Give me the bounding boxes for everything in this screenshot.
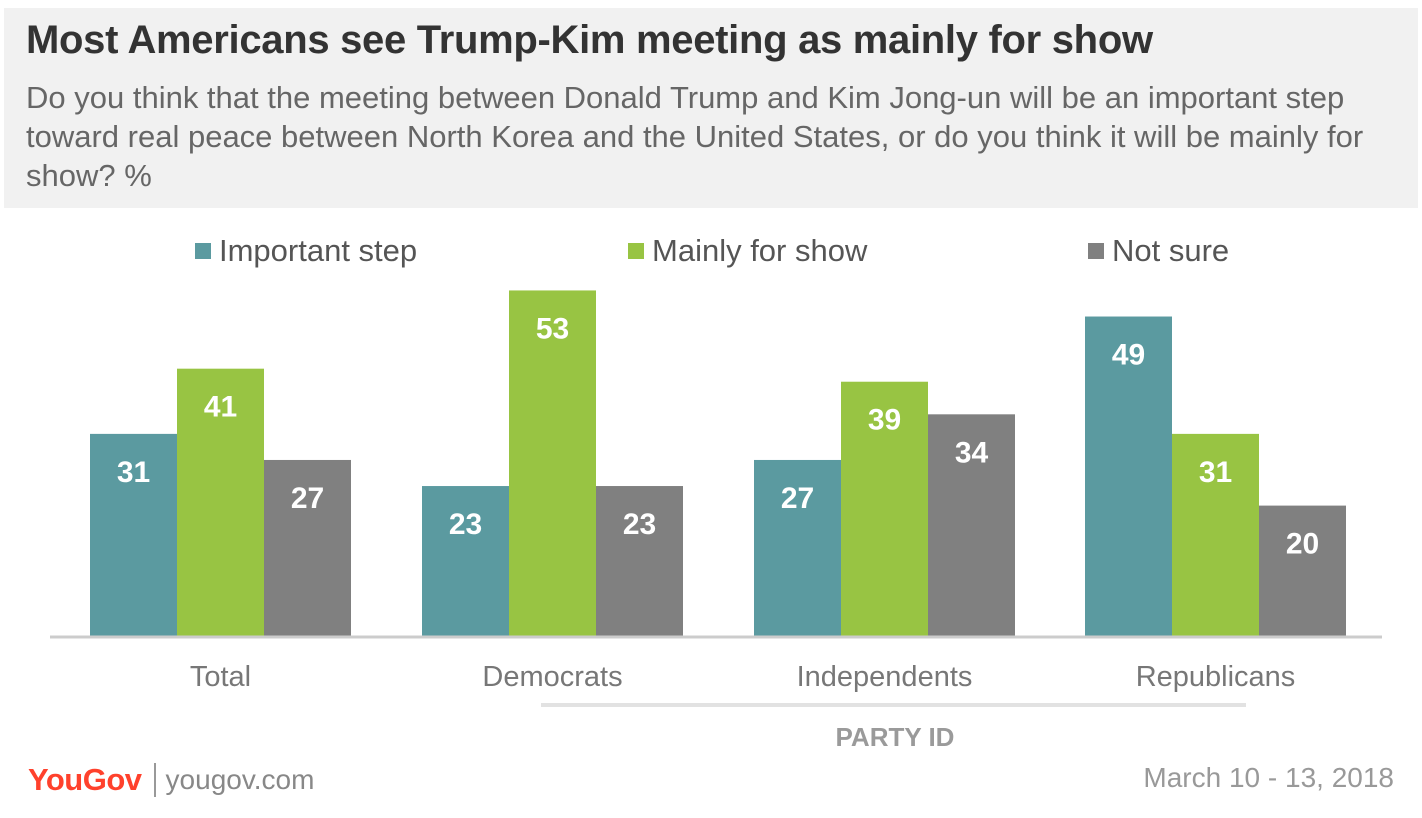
footer-date: March 10 - 13, 2018 [1143,762,1394,793]
bar-republicans-mainly-for-show [1172,433,1259,636]
chart-subtitle: Do you think that the meeting between Do… [26,80,1364,193]
legend-swatch-mainly-for-show [628,243,644,259]
legend-swatch-important-step [195,243,211,259]
yougov-logo: YouGov [28,762,142,797]
bar-total-mainly-for-show [177,368,264,636]
bar-total-important-step [90,433,177,636]
legend-label-not-sure: Not sure [1112,233,1230,268]
header-panel: Most Americans see Trump-Kim meeting as … [4,8,1418,208]
bar-independents-not-sure [928,414,1015,636]
bar-democrats-not-sure [596,486,683,636]
data-label-total-not-sure: 27 [291,482,324,515]
legend-item-mainly-for-show: Mainly for show [628,228,867,274]
bar-total-not-sure [264,459,351,636]
chart-title: Most Americans see Trump-Kim meeting as … [26,18,1153,62]
data-label-total-important-step: 31 [117,456,150,489]
legend-item-not-sure: Not sure [1088,228,1229,274]
footer-separator [153,763,156,797]
category-label-independents: Independents [797,661,973,693]
legend-swatch-not-sure [1088,243,1104,259]
party-id-label: PARTY ID [836,722,955,752]
bar-democrats-important-step [422,486,509,636]
data-label-democrats-not-sure: 23 [623,508,656,541]
legend-label-mainly-for-show: Mainly for show [652,233,868,268]
category-label-republicans: Republicans [1136,661,1296,693]
legend: Important step Mainly for show Not sure [0,228,1422,274]
data-label-republicans-mainly-for-show: 31 [1199,456,1232,489]
data-label-republicans-important-step: 49 [1112,339,1145,372]
data-label-democrats-mainly-for-show: 53 [536,312,569,345]
data-label-independents-not-sure: 34 [955,436,989,469]
footer-brand: YouGov yougov.com [28,762,314,798]
data-label-democrats-important-step: 23 [449,508,482,541]
data-label-independents-important-step: 27 [781,482,814,515]
bar-democrats-mainly-for-show [509,290,596,636]
data-label-independents-mainly-for-show: 39 [868,404,901,437]
bar-republicans-not-sure [1259,505,1346,636]
category-label-total: Total [190,661,251,693]
legend-label-important-step: Important step [219,233,418,268]
bar-republicans-important-step [1085,316,1172,636]
data-label-total-mainly-for-show: 41 [204,391,237,424]
legend-item-important-step: Important step [195,228,417,274]
data-label-republicans-not-sure: 20 [1286,528,1319,561]
footer-site: yougov.com [165,764,315,795]
bar-independents-mainly-for-show [841,381,928,636]
category-label-democrats: Democrats [482,661,622,693]
bar-independents-important-step [754,459,841,636]
